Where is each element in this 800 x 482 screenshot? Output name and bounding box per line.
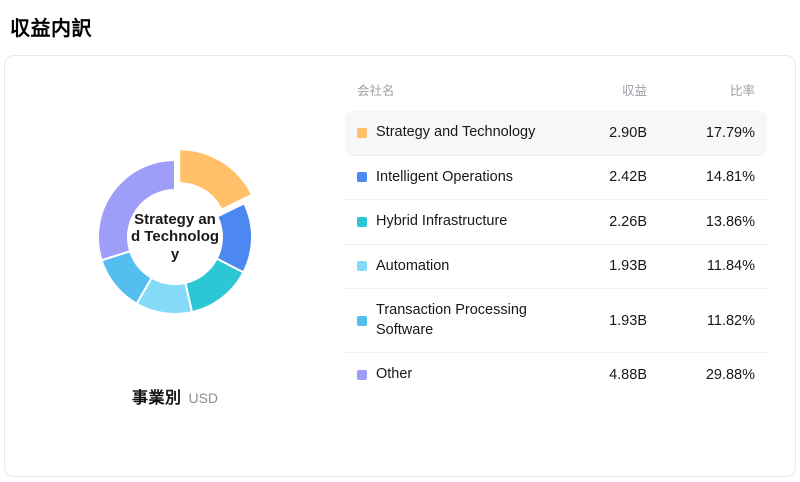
series-color-swatch — [357, 370, 367, 381]
revenue-breakdown-card: Strategy and Technology 事業別 USD 会社名 収益 比… — [4, 55, 796, 477]
series-color-swatch — [357, 261, 367, 272]
series-name-cell: Intelligent Operations — [357, 168, 557, 188]
chart-caption: 事業別 USD — [132, 384, 218, 408]
series-name-cell: Hybrid Infrastructure — [357, 212, 557, 232]
series-name: Automation — [376, 257, 450, 274]
series-name-cell: Strategy and Technology — [357, 123, 557, 143]
donut-chart: Strategy and Technology — [60, 122, 290, 352]
chart-caption-title: 事業別 — [131, 390, 182, 407]
table-header-row: 会社名 収益 比率 — [345, 80, 767, 111]
donut-chart-svg — [97, 148, 254, 315]
series-revenue: 1.93B — [609, 258, 647, 275]
series-name: Intelligent Operations — [376, 168, 514, 185]
table-row[interactable]: Hybrid Infrastructure 2.26B 13.86% — [345, 200, 767, 245]
donut-slice[interactable] — [178, 148, 254, 211]
header-ratio: 比率 — [729, 84, 755, 98]
series-name-cell: Other — [357, 365, 557, 385]
series-ratio: 13.86% — [705, 213, 755, 230]
series-revenue: 2.26B — [609, 213, 647, 230]
breakdown-table: 会社名 収益 比率 Strategy and Technology 2.90B 17… — [345, 56, 795, 476]
chart-caption-unit: USD — [188, 390, 219, 406]
series-name: Hybrid Infrastructure — [376, 213, 508, 230]
series-ratio: 14.81% — [705, 169, 755, 186]
table-body: Strategy and Technology 2.90B 17.79% Intell… — [345, 111, 767, 397]
series-color-swatch — [357, 315, 367, 326]
series-name: Other — [376, 366, 413, 383]
table-row[interactable]: Automation 1.93B 11.84% — [345, 245, 767, 290]
series-revenue: 2.42B — [609, 169, 647, 186]
table-row[interactable]: Transaction Processing Software 1.93B 11.8… — [345, 289, 767, 354]
series-color-swatch — [357, 172, 367, 183]
series-name: Transaction Processing Software — [376, 302, 527, 338]
donut-slice[interactable] — [97, 159, 176, 262]
series-revenue: 1.93B — [609, 312, 647, 329]
series-name-cell: Automation — [357, 257, 557, 277]
series-color-swatch — [357, 127, 367, 138]
series-color-swatch — [357, 216, 367, 227]
series-ratio: 29.88% — [705, 367, 755, 384]
series-name-cell: Transaction Processing Software — [357, 301, 557, 340]
series-ratio: 11.84% — [706, 258, 755, 275]
table-row[interactable]: Intelligent Operations 2.42B 14.81% — [345, 156, 767, 201]
series-ratio: 11.82% — [706, 312, 755, 329]
series-ratio: 17.79% — [705, 124, 755, 141]
header-revenue: 収益 — [621, 84, 647, 98]
page-title: 収益内訳 — [10, 18, 92, 40]
table-row[interactable]: Strategy and Technology 2.90B 17.79% — [345, 111, 767, 156]
header-company-name: 会社名 — [357, 84, 395, 98]
donut-chart-panel: Strategy and Technology 事業別 USD — [5, 56, 345, 476]
table-row[interactable]: Other 4.88B 29.88% — [345, 353, 767, 397]
series-name: Strategy and Technology — [376, 124, 536, 140]
series-revenue: 2.90B — [609, 124, 647, 141]
series-revenue: 4.88B — [609, 367, 647, 384]
